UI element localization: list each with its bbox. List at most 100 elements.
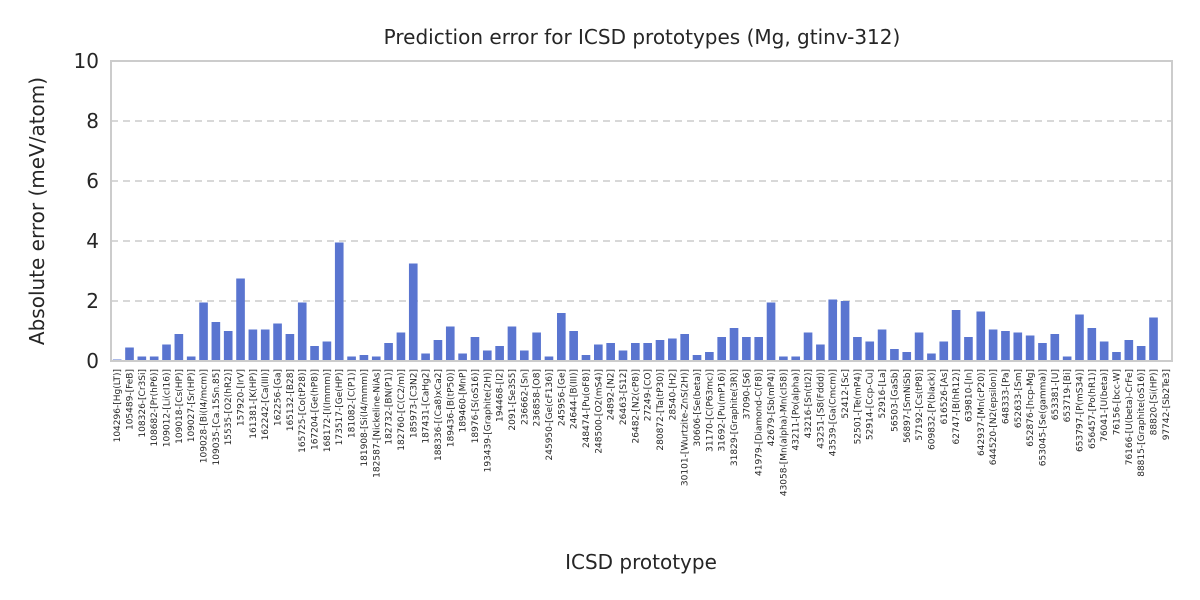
bar bbox=[408, 263, 418, 361]
x-tick-label: 162256-[Ga] bbox=[274, 369, 284, 426]
bar bbox=[594, 344, 603, 361]
bar bbox=[1099, 341, 1109, 361]
x-tick-label: 43539-[Ga(Cmcm)] bbox=[829, 369, 839, 456]
x-tick-label: 656457-[Po(hR1)] bbox=[1088, 369, 1098, 449]
bar bbox=[754, 337, 764, 361]
bar bbox=[779, 356, 788, 361]
bar bbox=[1038, 343, 1047, 361]
bar bbox=[791, 356, 801, 361]
x-tick-label: 236858-[O8] bbox=[533, 369, 543, 426]
x-tick-label: 188336-[(Ca8)xCa2] bbox=[434, 369, 444, 461]
bar bbox=[643, 343, 652, 361]
x-tick-label: 162242-[Ca(III)] bbox=[261, 369, 271, 440]
x-tick-label: 43216-[Sn(tI2)] bbox=[804, 369, 814, 438]
bar bbox=[655, 340, 665, 361]
bar bbox=[680, 334, 689, 361]
x-axis-label: ICSD prototype bbox=[565, 550, 717, 574]
x-tick-label: 76166-[U(beta)-CrFe] bbox=[1125, 369, 1135, 465]
bar bbox=[964, 337, 973, 361]
bar bbox=[347, 356, 356, 361]
x-tick-label: 644520-[N2(epsilon)] bbox=[989, 369, 999, 465]
x-tick-label: 88815-[Graphite(oS16)] bbox=[1137, 369, 1147, 477]
bar bbox=[507, 326, 517, 361]
bar bbox=[211, 322, 221, 361]
bar bbox=[519, 350, 529, 361]
x-tick-label: 187431-[CaHg2] bbox=[422, 369, 432, 444]
x-tick-label: 193439-[Graphite(2H)] bbox=[483, 369, 493, 472]
x-tick-label: 157920-[IrV] bbox=[237, 369, 247, 426]
bar bbox=[273, 323, 282, 361]
x-tick-label: 37090-[S6] bbox=[742, 369, 752, 419]
x-tick-label: 182732-[BN(P1)] bbox=[385, 369, 395, 445]
bar bbox=[322, 341, 332, 361]
x-tick-label: 248500-[O2(mS4)] bbox=[594, 369, 604, 454]
bar bbox=[828, 299, 838, 361]
x-tick-label: 639810-[In] bbox=[964, 369, 974, 422]
x-tick-label: 653797-[P(mS34)] bbox=[1075, 369, 1085, 452]
bar bbox=[927, 353, 936, 361]
bar bbox=[260, 329, 270, 361]
x-tick-label: 165132-[B28] bbox=[286, 369, 296, 431]
bar bbox=[803, 332, 813, 361]
bar bbox=[668, 338, 677, 361]
x-tick-label: 181908-[Si(I4/mmm)] bbox=[360, 369, 370, 467]
x-tick-label: 26463-[S12] bbox=[619, 369, 629, 425]
bar bbox=[371, 356, 381, 361]
bar bbox=[149, 356, 159, 361]
x-tick-label: 2091-[Se3S5] bbox=[508, 369, 518, 431]
bar bbox=[976, 311, 986, 361]
bar bbox=[186, 356, 196, 361]
bar bbox=[914, 332, 924, 361]
bar bbox=[951, 310, 961, 361]
x-tick-label: 167204-[Ge(hP8)] bbox=[311, 369, 321, 450]
x-tick-label: 97742-[Sb2Te3] bbox=[1162, 369, 1172, 440]
x-tick-label: 43251-[S8(Fddd)] bbox=[816, 369, 826, 449]
bar bbox=[285, 334, 295, 361]
x-tick-label: 189436-[B(tP50)] bbox=[446, 369, 456, 447]
x-tick-label: 26482-[N2(cP8)] bbox=[631, 369, 641, 443]
x-tick-label: 56897-[SmNiSb] bbox=[903, 369, 913, 443]
bar bbox=[162, 344, 171, 361]
x-tick-label: 57192-[Cs(tP8)] bbox=[915, 369, 925, 441]
x-tick-label: 109012-[Li(cI16)] bbox=[163, 369, 173, 447]
x-tick-label: 652876-[hcp-Mg] bbox=[1026, 369, 1036, 447]
bar bbox=[742, 337, 751, 361]
bar bbox=[766, 302, 776, 361]
x-tick-label: 52916-[La] bbox=[878, 369, 888, 418]
bar bbox=[1050, 334, 1060, 361]
bar bbox=[310, 346, 319, 361]
x-tick-label: 43058-[Mn(alpha)-Mn(cI58)] bbox=[779, 369, 789, 496]
bar bbox=[1087, 328, 1097, 361]
bar bbox=[865, 341, 875, 361]
bar bbox=[692, 355, 702, 361]
x-tick-label: 245956-[Ge] bbox=[557, 369, 567, 426]
bar bbox=[606, 343, 615, 361]
x-tick-label: 30101-[Wurtzite-ZnS(2H)] bbox=[681, 369, 691, 486]
bar bbox=[816, 344, 825, 361]
x-tick-label: 24892-[N2] bbox=[607, 369, 617, 420]
plot-frame bbox=[110, 60, 1173, 362]
bar bbox=[248, 329, 258, 361]
x-tick-label: 42679-[Sb(mP4)] bbox=[767, 369, 777, 446]
bar bbox=[334, 242, 344, 361]
bar bbox=[581, 355, 591, 361]
chart-title: Prediction error for ICSD prototypes (Mg… bbox=[384, 25, 901, 49]
bar bbox=[384, 343, 393, 361]
x-tick-label: 109018-[Cs(HP)] bbox=[175, 369, 185, 444]
bar bbox=[556, 313, 566, 361]
bar bbox=[1075, 314, 1084, 361]
bar bbox=[544, 356, 554, 361]
x-tick-label: 168172-[I(Immm)] bbox=[323, 369, 333, 452]
bar bbox=[840, 301, 850, 361]
y-axis-label: Absolute error (meV/atom) bbox=[25, 77, 49, 345]
bar bbox=[1149, 317, 1158, 361]
bar bbox=[1112, 352, 1121, 361]
bar bbox=[199, 302, 208, 361]
bar bbox=[1062, 356, 1072, 361]
y-tick-label: 8 bbox=[86, 109, 99, 133]
x-tick-label: 652633-[Sm] bbox=[1014, 369, 1024, 428]
x-tick-label: 104296-[Hg(LT)] bbox=[113, 369, 123, 442]
bar bbox=[877, 329, 887, 361]
x-tick-label: 31692-[Pu(mP16)] bbox=[718, 369, 728, 452]
